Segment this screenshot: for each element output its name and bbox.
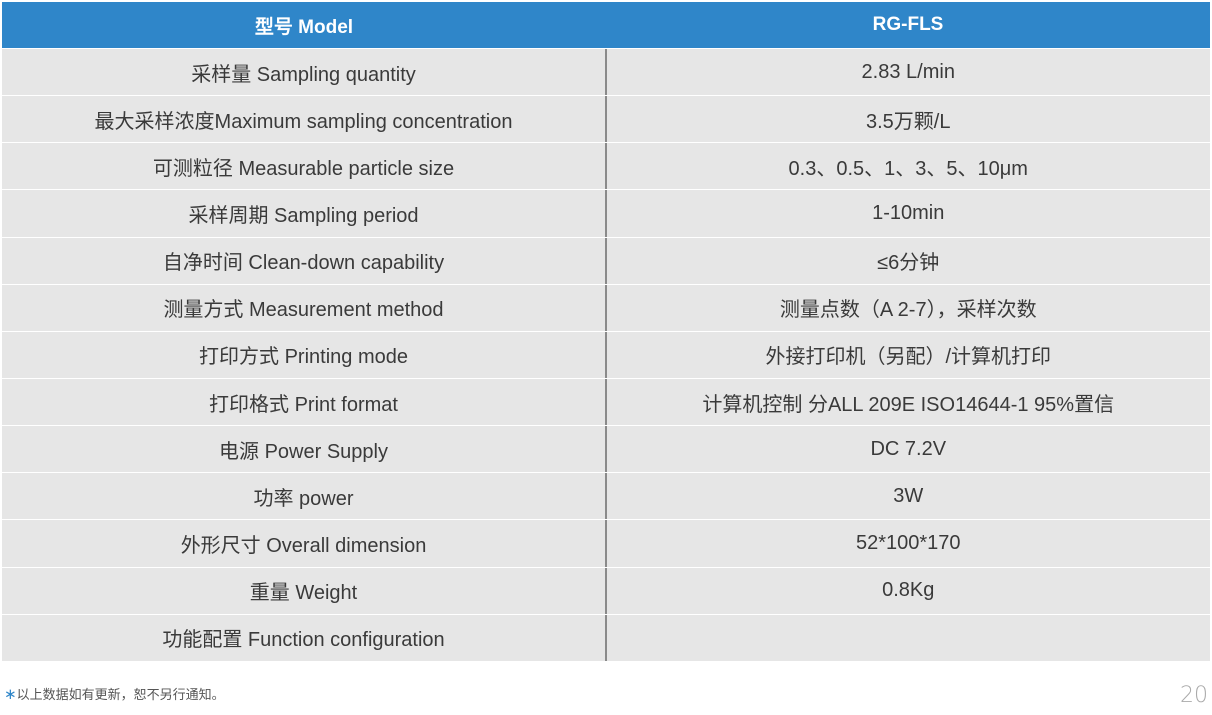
- table-header: 型号 Model RG-FLS: [2, 2, 1210, 48]
- spec-label: 可测粒径 Measurable particle size: [152, 157, 455, 180]
- model-value: RG-FLS: [872, 14, 944, 35]
- spec-label: 外形尺寸 Overall dimension: [180, 534, 427, 557]
- column-divider: [605, 426, 607, 473]
- spec-value: 测量点数（A 2-7），采样次数: [779, 299, 1037, 322]
- table-row: 采样量 Sampling quantity 2.83 L/min: [2, 48, 1210, 96]
- spec-label: 采样量 Sampling quantity: [191, 63, 416, 86]
- spec-value: 1-10min: [872, 201, 945, 224]
- spec-label: 最大采样浓度Maximum sampling concentration: [94, 110, 513, 133]
- spec-value: 0.8Kg: [882, 579, 935, 602]
- column-divider: [605, 237, 607, 284]
- table-row: 外形尺寸 Overall dimension 52*100*170: [2, 519, 1210, 567]
- table-row: 最大采样浓度Maximum sampling concentration 3.5万…: [2, 95, 1210, 143]
- table-row: 自净时间 Clean-down capability ≤6分钟: [2, 236, 1210, 284]
- footnote: ∗以上数据如有更新，恕不另行通知。: [4, 684, 225, 703]
- spec-label: 自净时间 Clean-down capability: [162, 252, 445, 275]
- column-divider: [605, 331, 607, 378]
- column-divider: [605, 473, 607, 520]
- spec-label: 功能配置 Function configuration: [162, 629, 445, 652]
- asterisk-icon: ∗: [4, 686, 17, 703]
- spec-label: 打印方式 Printing mode: [199, 346, 408, 369]
- column-divider: [605, 96, 607, 143]
- table-row: 电源 Power Supply DC 7.2V: [2, 425, 1210, 473]
- column-divider: [605, 284, 607, 331]
- table-row: 打印格式 Print format 计算机控制 分ALL 209E ISO1464…: [2, 377, 1210, 426]
- spec-label: 打印格式 Print format: [209, 393, 398, 416]
- column-divider: [605, 190, 607, 237]
- spec-label: 采样周期 Sampling period: [188, 204, 419, 227]
- spec-value: 计算机控制 分ALL 209E ISO14644-1 95%置信: [702, 393, 1115, 416]
- column-divider: [605, 49, 607, 96]
- spec-value: 3W: [893, 484, 924, 507]
- spec-label: 重量 Weight: [249, 582, 358, 605]
- spec-label: 功率 power: [253, 487, 354, 510]
- spec-value: 52*100*170: [855, 531, 961, 554]
- column-divider: [605, 378, 607, 426]
- column-divider: [605, 567, 607, 614]
- spec-value: 外接打印机（另配）/计算机打印: [765, 346, 1052, 369]
- spec-value: DC 7.2V: [870, 437, 947, 460]
- footnote-text: 以上数据如有更新，恕不另行通知。: [16, 687, 225, 702]
- model-label: 型号 Model: [254, 16, 354, 38]
- column-divider: [605, 143, 607, 190]
- table-row: 功率 power 3W: [2, 472, 1210, 520]
- table-row: 重量 Weight 0.8Kg: [2, 566, 1210, 614]
- table-row: 可测粒径 Measurable particle size 0.3、0.5、1、3…: [2, 142, 1210, 190]
- spec-value: 3.5万颗/L: [866, 110, 951, 133]
- column-divider: [605, 520, 607, 567]
- column-divider: [605, 614, 607, 661]
- spec-label: 电源 Power Supply: [219, 440, 388, 463]
- table-row: 功能配置 Function configuration: [2, 613, 1210, 661]
- table-row: 打印方式 Printing mode 外接打印机（另配）/计算机打印: [2, 330, 1210, 378]
- spec-value: 0.3、0.5、1、3、5、10μm: [788, 157, 1028, 180]
- table-row: 测量方式 Measurement method 测量点数（A 2-7），采样次数: [2, 283, 1210, 331]
- spec-label: 测量方式 Measurement method: [163, 299, 444, 322]
- table-row: 采样周期 Sampling period 1-10min: [2, 189, 1210, 237]
- spec-value: ≤6分钟: [877, 252, 940, 275]
- page-number: 20: [1180, 683, 1208, 708]
- spec-value: 2.83 L/min: [861, 60, 955, 83]
- spec-table: 型号 Model RG-FLS 采样量 Sampling quantity 2.8…: [2, 2, 1210, 661]
